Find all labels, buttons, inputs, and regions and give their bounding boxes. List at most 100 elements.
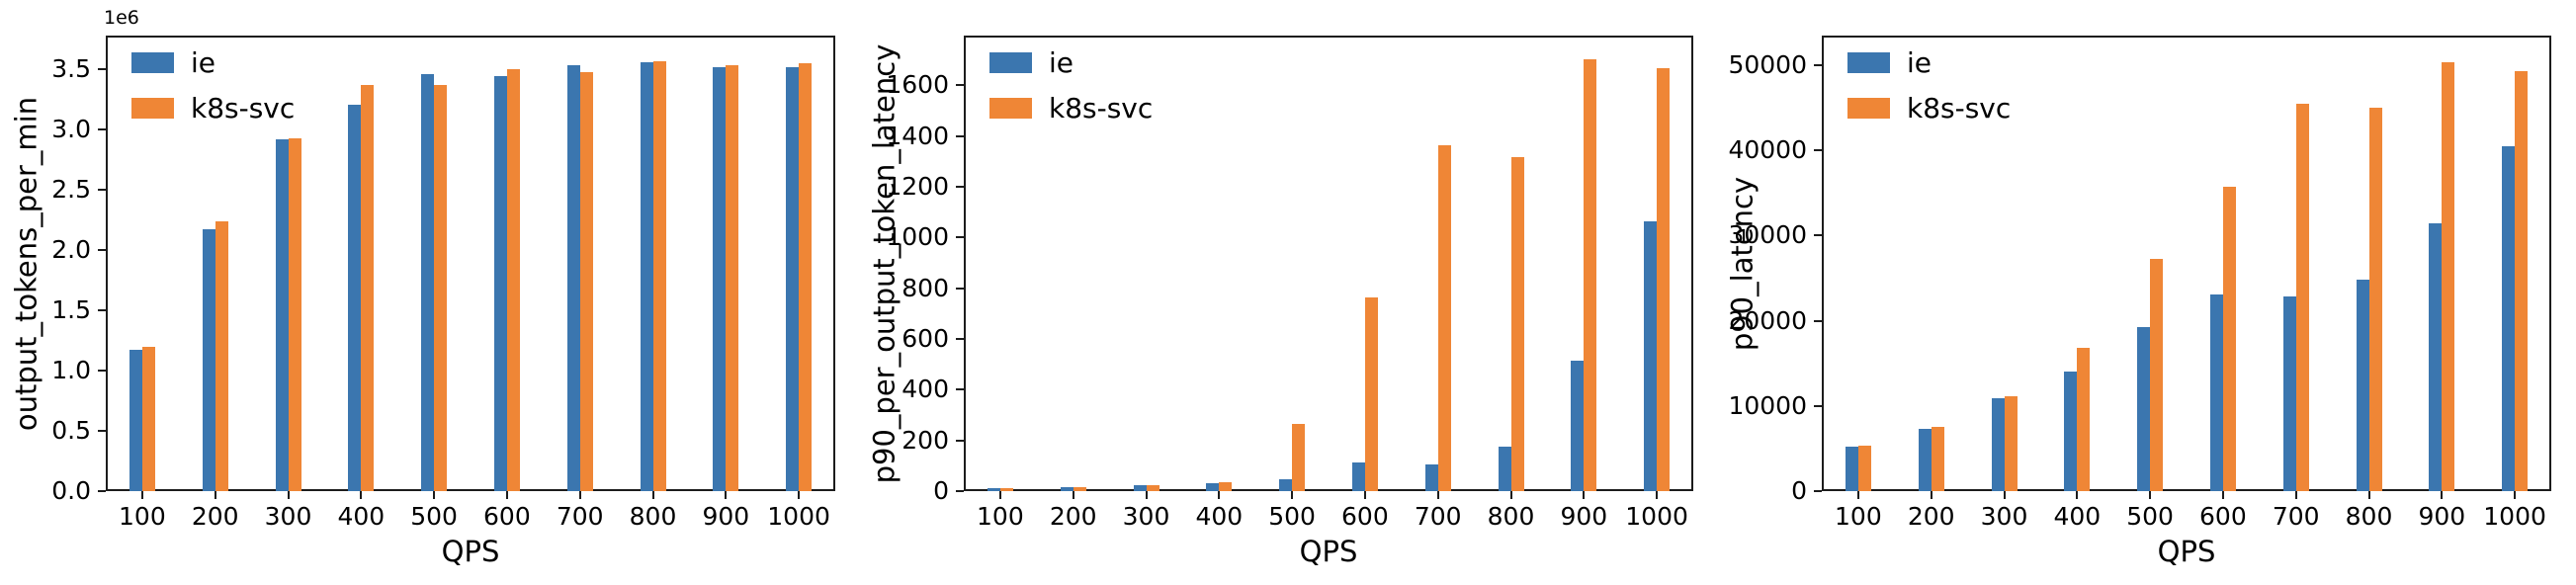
bar-ie-600	[1351, 461, 1365, 491]
x-tick-label: 400	[337, 502, 386, 531]
bar-ie-1000	[1644, 220, 1658, 491]
bar-k8s-svc-100	[141, 346, 155, 491]
x-tick-label: 200	[1907, 502, 1955, 531]
x-tick-mark	[1072, 491, 1074, 499]
y-tick-mark	[956, 337, 964, 340]
y-tick-label: 1000	[886, 222, 949, 252]
bar-ie-400	[348, 104, 362, 491]
bar-k8s-svc-500	[434, 85, 448, 491]
x-tick-label: 800	[1487, 502, 1535, 531]
bar-k8s-svc-200	[215, 220, 228, 491]
x-tick-mark	[1436, 491, 1439, 499]
y-tick-label: 200	[902, 425, 949, 455]
y-tick-mark	[956, 388, 964, 391]
x-tick-mark	[214, 491, 216, 499]
x-tick-mark	[998, 491, 1001, 499]
bar-ie-300	[1991, 398, 2005, 491]
legend-patch-k8s-svc	[989, 98, 1032, 119]
bar-ie-900	[1571, 361, 1585, 491]
y-tick-mark	[1814, 490, 1822, 492]
bar-k8s-svc-900	[2442, 61, 2455, 491]
bar-k8s-svc-700	[1437, 144, 1451, 491]
bar-k8s-svc-600	[506, 69, 520, 491]
y-tick-mark	[956, 185, 964, 188]
x-tick-label: 600	[483, 502, 531, 531]
x-tick-mark	[2367, 491, 2370, 499]
legend-patch-ie	[131, 52, 174, 73]
x-tick-label: 1000	[1625, 502, 1688, 531]
bar-k8s-svc-600	[2222, 186, 2236, 491]
bar-ie-1000	[2502, 146, 2516, 491]
bar-ie-300	[275, 138, 289, 491]
y-tick-mark	[956, 236, 964, 239]
bar-k8s-svc-300	[288, 137, 301, 491]
bar-k8s-svc-800	[652, 60, 666, 491]
x-tick-label: 500	[1268, 502, 1316, 531]
x-tick-label: 1000	[767, 502, 830, 531]
x-tick-label: 100	[977, 502, 1024, 531]
y-tick-label: 20000	[1728, 305, 1807, 335]
y-tick-label: 3.0	[51, 115, 91, 144]
x-tick-mark	[1930, 491, 1932, 499]
legend-label-k8s-svc: k8s-svc	[1049, 92, 1154, 125]
y-tick-label: 2.5	[51, 175, 91, 205]
y-tick-mark	[956, 84, 964, 87]
y-tick-label: 0	[933, 476, 949, 505]
y-tick-mark	[1814, 234, 1822, 237]
x-tick-label: 700	[1414, 502, 1462, 531]
bar-k8s-svc-300	[2004, 396, 2018, 491]
bar-ie-800	[2356, 280, 2369, 491]
y-tick-mark	[98, 370, 106, 373]
bar-ie-200	[202, 229, 215, 491]
bar-ie-800	[640, 61, 653, 491]
x-tick-mark	[1856, 491, 1859, 499]
y-tick-mark	[1814, 149, 1822, 152]
x-tick-label: 300	[264, 502, 312, 531]
bar-k8s-svc-200	[1073, 486, 1086, 491]
bar-k8s-svc-900	[726, 65, 739, 491]
x-tick-mark	[2076, 491, 2079, 499]
y-tick-label: 1.0	[51, 356, 91, 385]
y-tick-mark	[1814, 404, 1822, 407]
y-tick-mark	[98, 249, 106, 252]
x-tick-label: 700	[556, 502, 604, 531]
bar-k8s-svc-700	[2295, 103, 2309, 491]
x-tick-label: 500	[2126, 502, 2174, 531]
bar-ie-500	[421, 74, 435, 491]
legend-patch-ie	[989, 52, 1032, 73]
y-tick-label: 0	[1791, 476, 1807, 505]
x-axis-label: QPS	[1299, 535, 1358, 568]
x-tick-label: 800	[2345, 502, 2393, 531]
bar-k8s-svc-500	[2150, 258, 2164, 491]
x-tick-label: 200	[1049, 502, 1097, 531]
bar-ie-400	[1206, 482, 1220, 491]
x-tick-mark	[1583, 491, 1586, 499]
y-axis-offset-text: 1e6	[104, 7, 139, 29]
bar-k8s-svc-400	[1219, 481, 1233, 491]
bar-ie-200	[1918, 429, 1932, 491]
bar-ie-500	[2137, 326, 2151, 491]
x-tick-label: 200	[191, 502, 239, 531]
y-axis-label: p90_latency	[1725, 176, 1760, 351]
bar-ie-600	[493, 76, 507, 491]
bar-k8s-svc-200	[1931, 427, 1944, 491]
x-tick-label: 700	[2272, 502, 2320, 531]
chart-p90-per-output-token-latency: 0 200 400 600 800 1000 1200 1400 1600 100 200 300 40…	[858, 0, 1716, 585]
x-tick-mark	[2441, 491, 2444, 499]
bar-k8s-svc-500	[1292, 423, 1306, 491]
bar-k8s-svc-100	[1857, 446, 1871, 491]
y-tick-mark	[98, 68, 106, 71]
bar-ie-600	[2209, 293, 2223, 491]
bar-ie-500	[1279, 479, 1293, 491]
y-tick-label: 1600	[886, 70, 949, 100]
plot-frame	[106, 36, 835, 491]
x-tick-label: 800	[629, 502, 677, 531]
bar-ie-200	[1060, 486, 1073, 491]
y-tick-label: 1.5	[51, 295, 91, 325]
legend-label-ie: ie	[1049, 46, 1074, 79]
x-axis-label: QPS	[2157, 535, 2216, 568]
y-tick-label: 10000	[1728, 390, 1807, 420]
x-tick-mark	[1291, 491, 1294, 499]
x-tick-label: 900	[1560, 502, 1608, 531]
